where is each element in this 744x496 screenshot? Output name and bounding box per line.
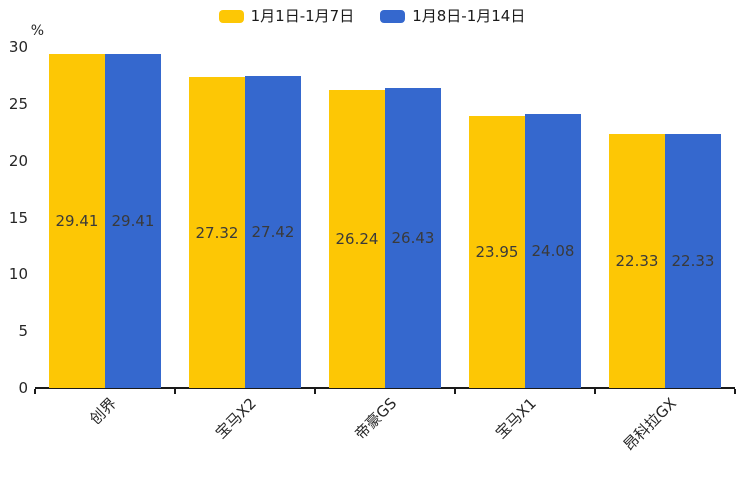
bar: [525, 114, 581, 388]
category-label: 宝马X1: [492, 394, 541, 443]
x-axis-tick: [314, 389, 316, 394]
bar-value-label: 23.95: [475, 242, 519, 261]
category-label: 帝豪GS: [351, 394, 401, 444]
legend-item-week1: 1月1日-1月7日: [218, 7, 355, 25]
y-tick-label: 25: [8, 94, 28, 113]
bar: [469, 115, 525, 388]
bar: [385, 87, 441, 388]
bar-value-label: 26.24: [335, 229, 379, 248]
legend-item-week2: 1月8日-1月14日: [380, 7, 525, 25]
bar: [105, 53, 161, 388]
y-tick-label: 30: [8, 38, 28, 56]
bar-value-label: 22.33: [615, 252, 659, 271]
x-axis-tick: [454, 389, 456, 394]
y-tick-label: 10: [8, 265, 28, 284]
y-axis-unit-label: %: [30, 23, 44, 39]
bar: [189, 77, 245, 388]
bar: [609, 134, 665, 388]
bar: [245, 76, 301, 388]
bar-value-label: 29.41: [111, 211, 155, 230]
bar-value-label: 29.41: [55, 211, 99, 230]
legend: 1月1日-1月7日 1月8日-1月14日: [0, 7, 744, 25]
category-label: 昂科拉GX: [619, 394, 681, 455]
bar: [49, 53, 105, 388]
x-axis-tick: [174, 389, 176, 394]
y-tick-label: 15: [8, 208, 28, 227]
bar-value-label: 24.08: [531, 242, 575, 261]
y-tick-label: 20: [8, 151, 28, 170]
x-axis-tick: [594, 389, 596, 394]
bar-value-label: 22.33: [671, 252, 715, 271]
bar-value-label: 26.43: [391, 228, 435, 247]
legend-label-week1: 1月1日-1月7日: [250, 7, 355, 25]
y-tick-label: 0: [18, 379, 28, 397]
category-label: 宝马X2: [212, 394, 261, 443]
bar: [665, 134, 721, 388]
x-axis-tick: [34, 389, 36, 394]
x-axis-tick: [734, 389, 736, 394]
legend-swatch-week2-icon: [380, 9, 406, 23]
category-label: 创界: [86, 394, 121, 429]
bar: [329, 89, 385, 388]
x-axis-line: [35, 387, 735, 389]
bar-value-label: 27.32: [195, 223, 239, 242]
y-tick-label: 5: [18, 322, 28, 341]
legend-label-week2: 1月8日-1月14日: [412, 7, 526, 25]
bar-value-label: 27.42: [251, 223, 295, 242]
legend-swatch-week1-icon: [218, 9, 244, 23]
